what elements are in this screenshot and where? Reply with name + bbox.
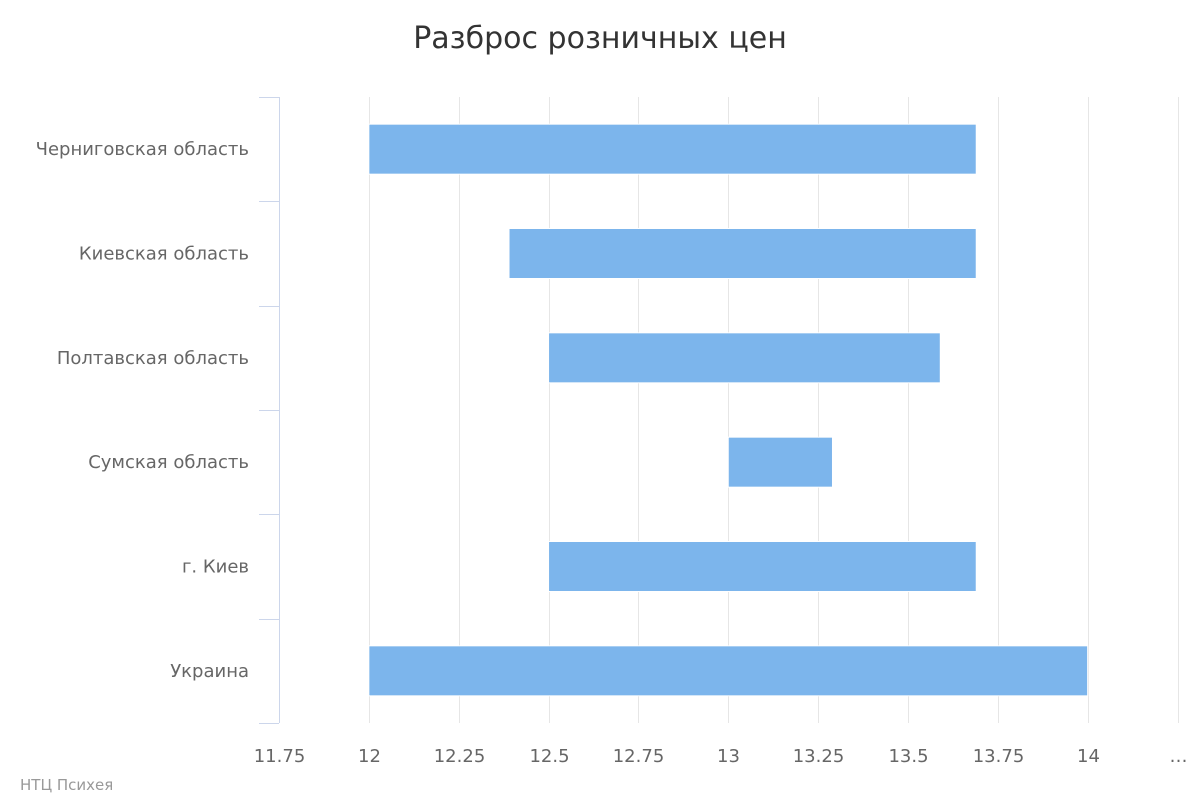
range-bar [548,332,941,384]
x-tick-label: 13 [717,746,740,767]
y-category-label: г. Киев [182,557,249,578]
range-bar [727,436,833,488]
chart-title: Разброс розничных цен [413,21,787,56]
y-category-label: Черниговская область [36,139,249,160]
range-bar [368,123,977,175]
x-tick-label: 12.5 [529,746,569,767]
x-tick-label: 13.5 [888,746,928,767]
y-category-label: Полтавская область [57,348,249,369]
range-bar [508,228,977,279]
x-tick-label: 11.75 [254,746,306,767]
x-tick-label: 12.75 [613,746,665,767]
x-tick-label: 12 [358,746,381,767]
credits-link[interactable]: НТЦ Психея [20,776,113,794]
y-category-label: Сумская область [88,452,249,473]
x-tick-label: 14 [1077,746,1100,767]
y-category-label: Украина [170,661,249,682]
y-category-label: Киевская область [79,244,249,265]
x-tick-label: 12.25 [434,746,486,767]
x-tick-label: … [1170,746,1188,767]
x-tick-label: 13.75 [973,746,1025,767]
range-bar [368,645,1089,697]
x-tick-label: 13.25 [793,746,845,767]
range-bar [548,541,977,592]
